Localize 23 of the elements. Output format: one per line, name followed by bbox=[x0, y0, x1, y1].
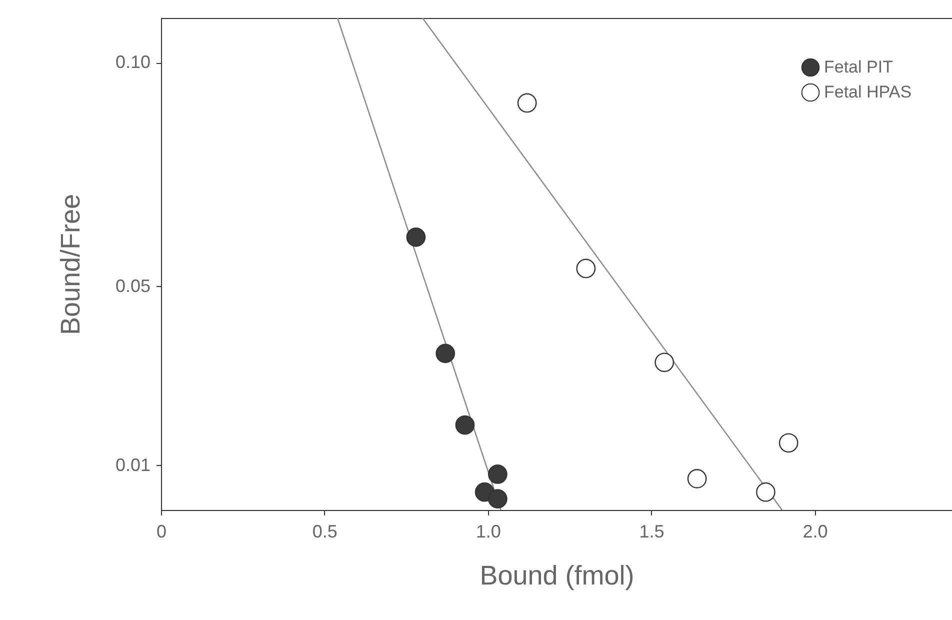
legend-label: Fetal PIT bbox=[824, 58, 893, 76]
x-tick-label: 0.5 bbox=[312, 522, 338, 542]
point bbox=[756, 482, 776, 502]
y-tick-label: 0.05 bbox=[115, 276, 150, 296]
y-tick-label: 0.01 bbox=[115, 454, 150, 475]
point bbox=[488, 489, 508, 508]
y-axis-title: Bound/Free bbox=[55, 194, 86, 336]
y-tick-label: 0.10 bbox=[115, 52, 150, 72]
point bbox=[406, 228, 426, 247]
point bbox=[436, 344, 456, 364]
point bbox=[517, 93, 537, 113]
point bbox=[687, 469, 707, 488]
point bbox=[455, 415, 475, 435]
x-tick-label: 1.5 bbox=[639, 522, 664, 542]
x-tick-label: 0 bbox=[156, 522, 167, 542]
point bbox=[576, 258, 596, 278]
point bbox=[778, 433, 798, 453]
point bbox=[654, 352, 674, 372]
point bbox=[488, 464, 508, 484]
x-tick-label: 2.0 bbox=[802, 522, 828, 542]
x-axis-title: Bound (fmol) bbox=[480, 560, 634, 590]
x-tick-label: 1.0 bbox=[476, 522, 501, 542]
legend-label: Fetal HPAS bbox=[824, 82, 912, 102]
